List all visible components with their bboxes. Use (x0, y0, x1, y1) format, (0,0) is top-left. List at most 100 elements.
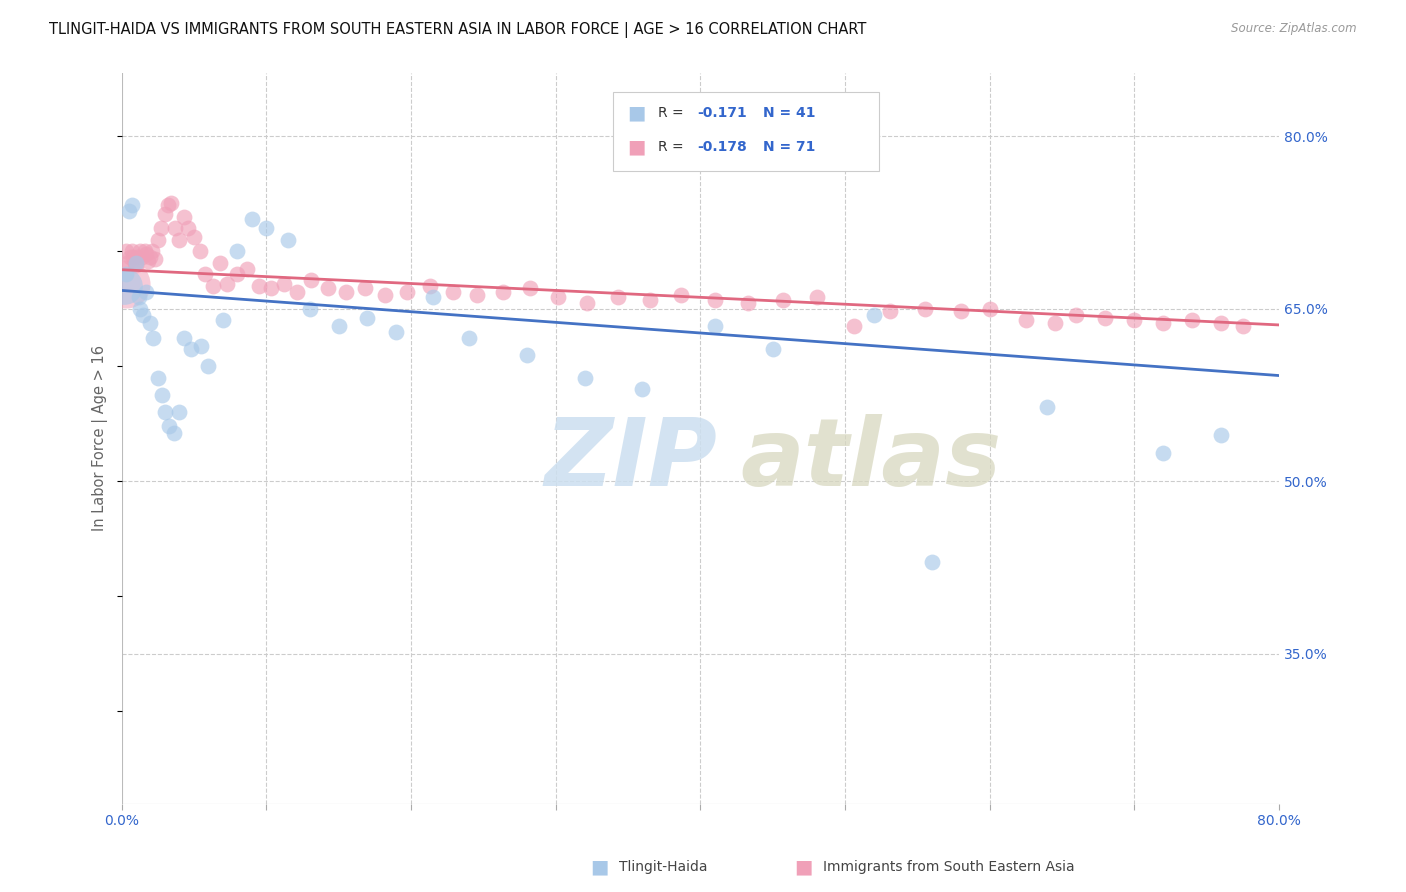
Point (259, 281, 281, 295)
Point (1123, 313, 1146, 327)
Point (139, 250, 162, 264)
Point (318, 281, 340, 295)
Point (863, 308, 886, 322)
Point (143, 252, 166, 267)
Text: Source: ZipAtlas.com: Source: ZipAtlas.com (1232, 22, 1357, 36)
Point (135, 285, 157, 299)
Point (236, 261, 259, 276)
Point (1152, 445, 1174, 459)
Point (441, 285, 464, 299)
Text: atlas: atlas (741, 414, 1002, 506)
Point (1211, 428, 1233, 442)
Point (842, 319, 865, 334)
Text: TLINGIT-HAIDA VS IMMIGRANTS FROM SOUTH EASTERN ASIA IN LABOR FORCE | AGE > 16 CO: TLINGIT-HAIDA VS IMMIGRANTS FROM SOUTH E… (49, 22, 866, 38)
Point (125, 256, 148, 270)
Point (115, 277, 138, 291)
Text: Tlingit-Haida: Tlingit-Haida (619, 860, 707, 874)
Point (194, 268, 217, 282)
Point (226, 244, 249, 259)
Point (121, 198, 143, 212)
Point (606, 290, 628, 304)
Point (1036, 400, 1059, 414)
Point (949, 304, 972, 318)
Point (254, 221, 277, 235)
Point (127, 250, 149, 264)
Point (135, 246, 157, 260)
Point (921, 555, 943, 569)
Point (129, 301, 152, 316)
Point (547, 290, 569, 304)
Text: N = 41: N = 41 (763, 106, 815, 120)
Point (356, 311, 378, 326)
Point (703, 319, 725, 334)
Point (115, 268, 138, 282)
Text: ■: ■ (591, 857, 609, 877)
Point (129, 244, 152, 259)
Point (159, 196, 181, 211)
Point (115, 244, 138, 259)
Point (737, 296, 759, 310)
Point (979, 301, 1001, 316)
Point (169, 405, 191, 419)
Point (134, 244, 156, 259)
Point (177, 221, 200, 235)
Point (419, 278, 441, 293)
Point (703, 293, 725, 307)
Point (162, 426, 184, 441)
Point (190, 338, 212, 352)
Point (208, 256, 231, 270)
Point (1152, 316, 1174, 330)
Text: R =: R = (658, 140, 688, 154)
Text: -0.171: -0.171 (697, 106, 747, 120)
Text: R =: R = (658, 106, 688, 120)
Point (1232, 319, 1254, 334)
Point (153, 405, 176, 419)
Point (121, 244, 143, 259)
Point (188, 244, 211, 259)
Point (211, 313, 233, 327)
Text: -0.178: -0.178 (697, 140, 747, 154)
Text: ZIP: ZIP (544, 414, 717, 506)
Point (226, 268, 249, 282)
Point (1015, 313, 1038, 327)
Point (169, 233, 191, 247)
Point (217, 277, 239, 291)
Point (142, 330, 165, 344)
Point (299, 273, 322, 287)
Point (374, 288, 396, 302)
Point (806, 290, 828, 304)
Point (132, 308, 155, 322)
Point (173, 210, 195, 224)
Point (197, 359, 219, 374)
Point (492, 285, 515, 299)
Point (1043, 316, 1066, 330)
Point (277, 233, 299, 247)
Point (879, 304, 901, 318)
Point (914, 301, 936, 316)
Point (631, 382, 654, 396)
Point (157, 419, 180, 434)
Point (124, 256, 146, 270)
Point (467, 288, 489, 302)
Point (153, 207, 176, 221)
Point (240, 212, 263, 227)
Point (180, 342, 202, 356)
Point (422, 290, 444, 304)
Point (328, 319, 350, 334)
Point (247, 278, 270, 293)
Point (457, 330, 479, 344)
Point (638, 293, 661, 307)
Point (183, 230, 205, 244)
Point (146, 233, 169, 247)
Point (146, 371, 169, 385)
Text: Immigrants from South Eastern Asia: Immigrants from South Eastern Asia (823, 860, 1074, 874)
Point (353, 281, 375, 295)
Point (1211, 316, 1233, 330)
Point (519, 281, 541, 295)
Point (273, 277, 295, 291)
Point (1181, 313, 1204, 327)
Point (122, 250, 145, 264)
Point (285, 285, 308, 299)
Point (112, 278, 135, 293)
Point (118, 204, 141, 219)
